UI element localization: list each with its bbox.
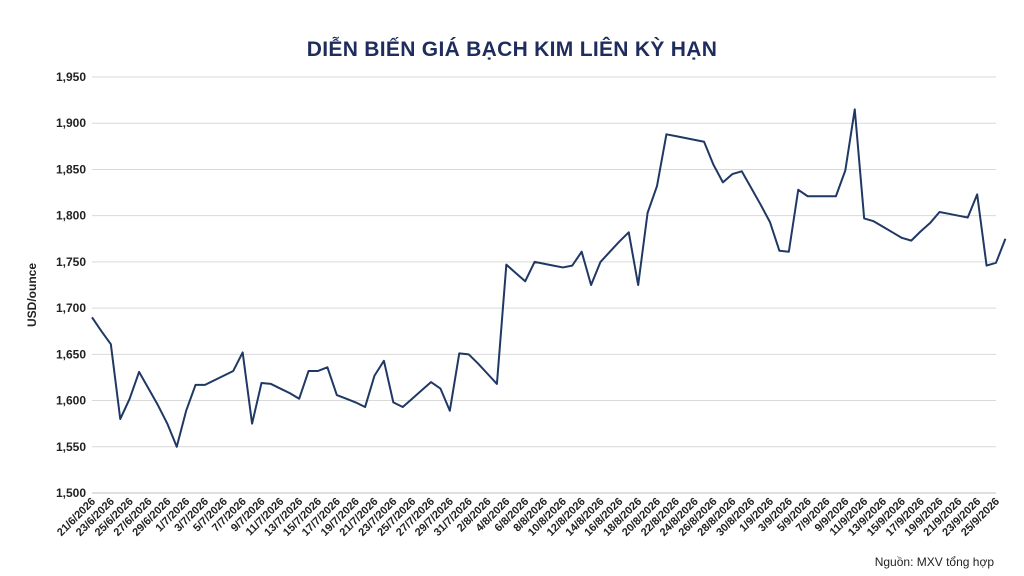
y-tick-label: 1,550 xyxy=(56,440,86,454)
x-axis-ticks: 21/6/202623/6/202625/6/202627/6/202629/6… xyxy=(55,496,1002,539)
chart-title: DIỄN BIẾN GIÁ BẠCH KIM LIÊN KỲ HẠN xyxy=(306,38,718,61)
y-tick-label: 1,950 xyxy=(56,70,86,84)
y-tick-label: 1,750 xyxy=(56,255,86,269)
y-tick-label: 1,850 xyxy=(56,162,86,176)
y-tick-label: 1,650 xyxy=(56,347,86,361)
series-line xyxy=(91,108,1007,448)
y-tick-label: 1,500 xyxy=(56,486,86,500)
y-axis-label: USD/ounce xyxy=(25,263,39,327)
source-note: Nguồn: MXV tổng hợp xyxy=(874,555,994,569)
y-tick-label: 1,800 xyxy=(56,209,86,223)
gridlines xyxy=(92,76,996,448)
y-axis-ticks: 1,500 1,550 1,600 1,650 1,700 1,750 1,800 1,850… xyxy=(56,70,86,500)
y-tick-label: 1,600 xyxy=(56,394,86,408)
y-tick-label: 1,700 xyxy=(56,301,86,315)
y-tick-label: 1,900 xyxy=(56,116,86,130)
